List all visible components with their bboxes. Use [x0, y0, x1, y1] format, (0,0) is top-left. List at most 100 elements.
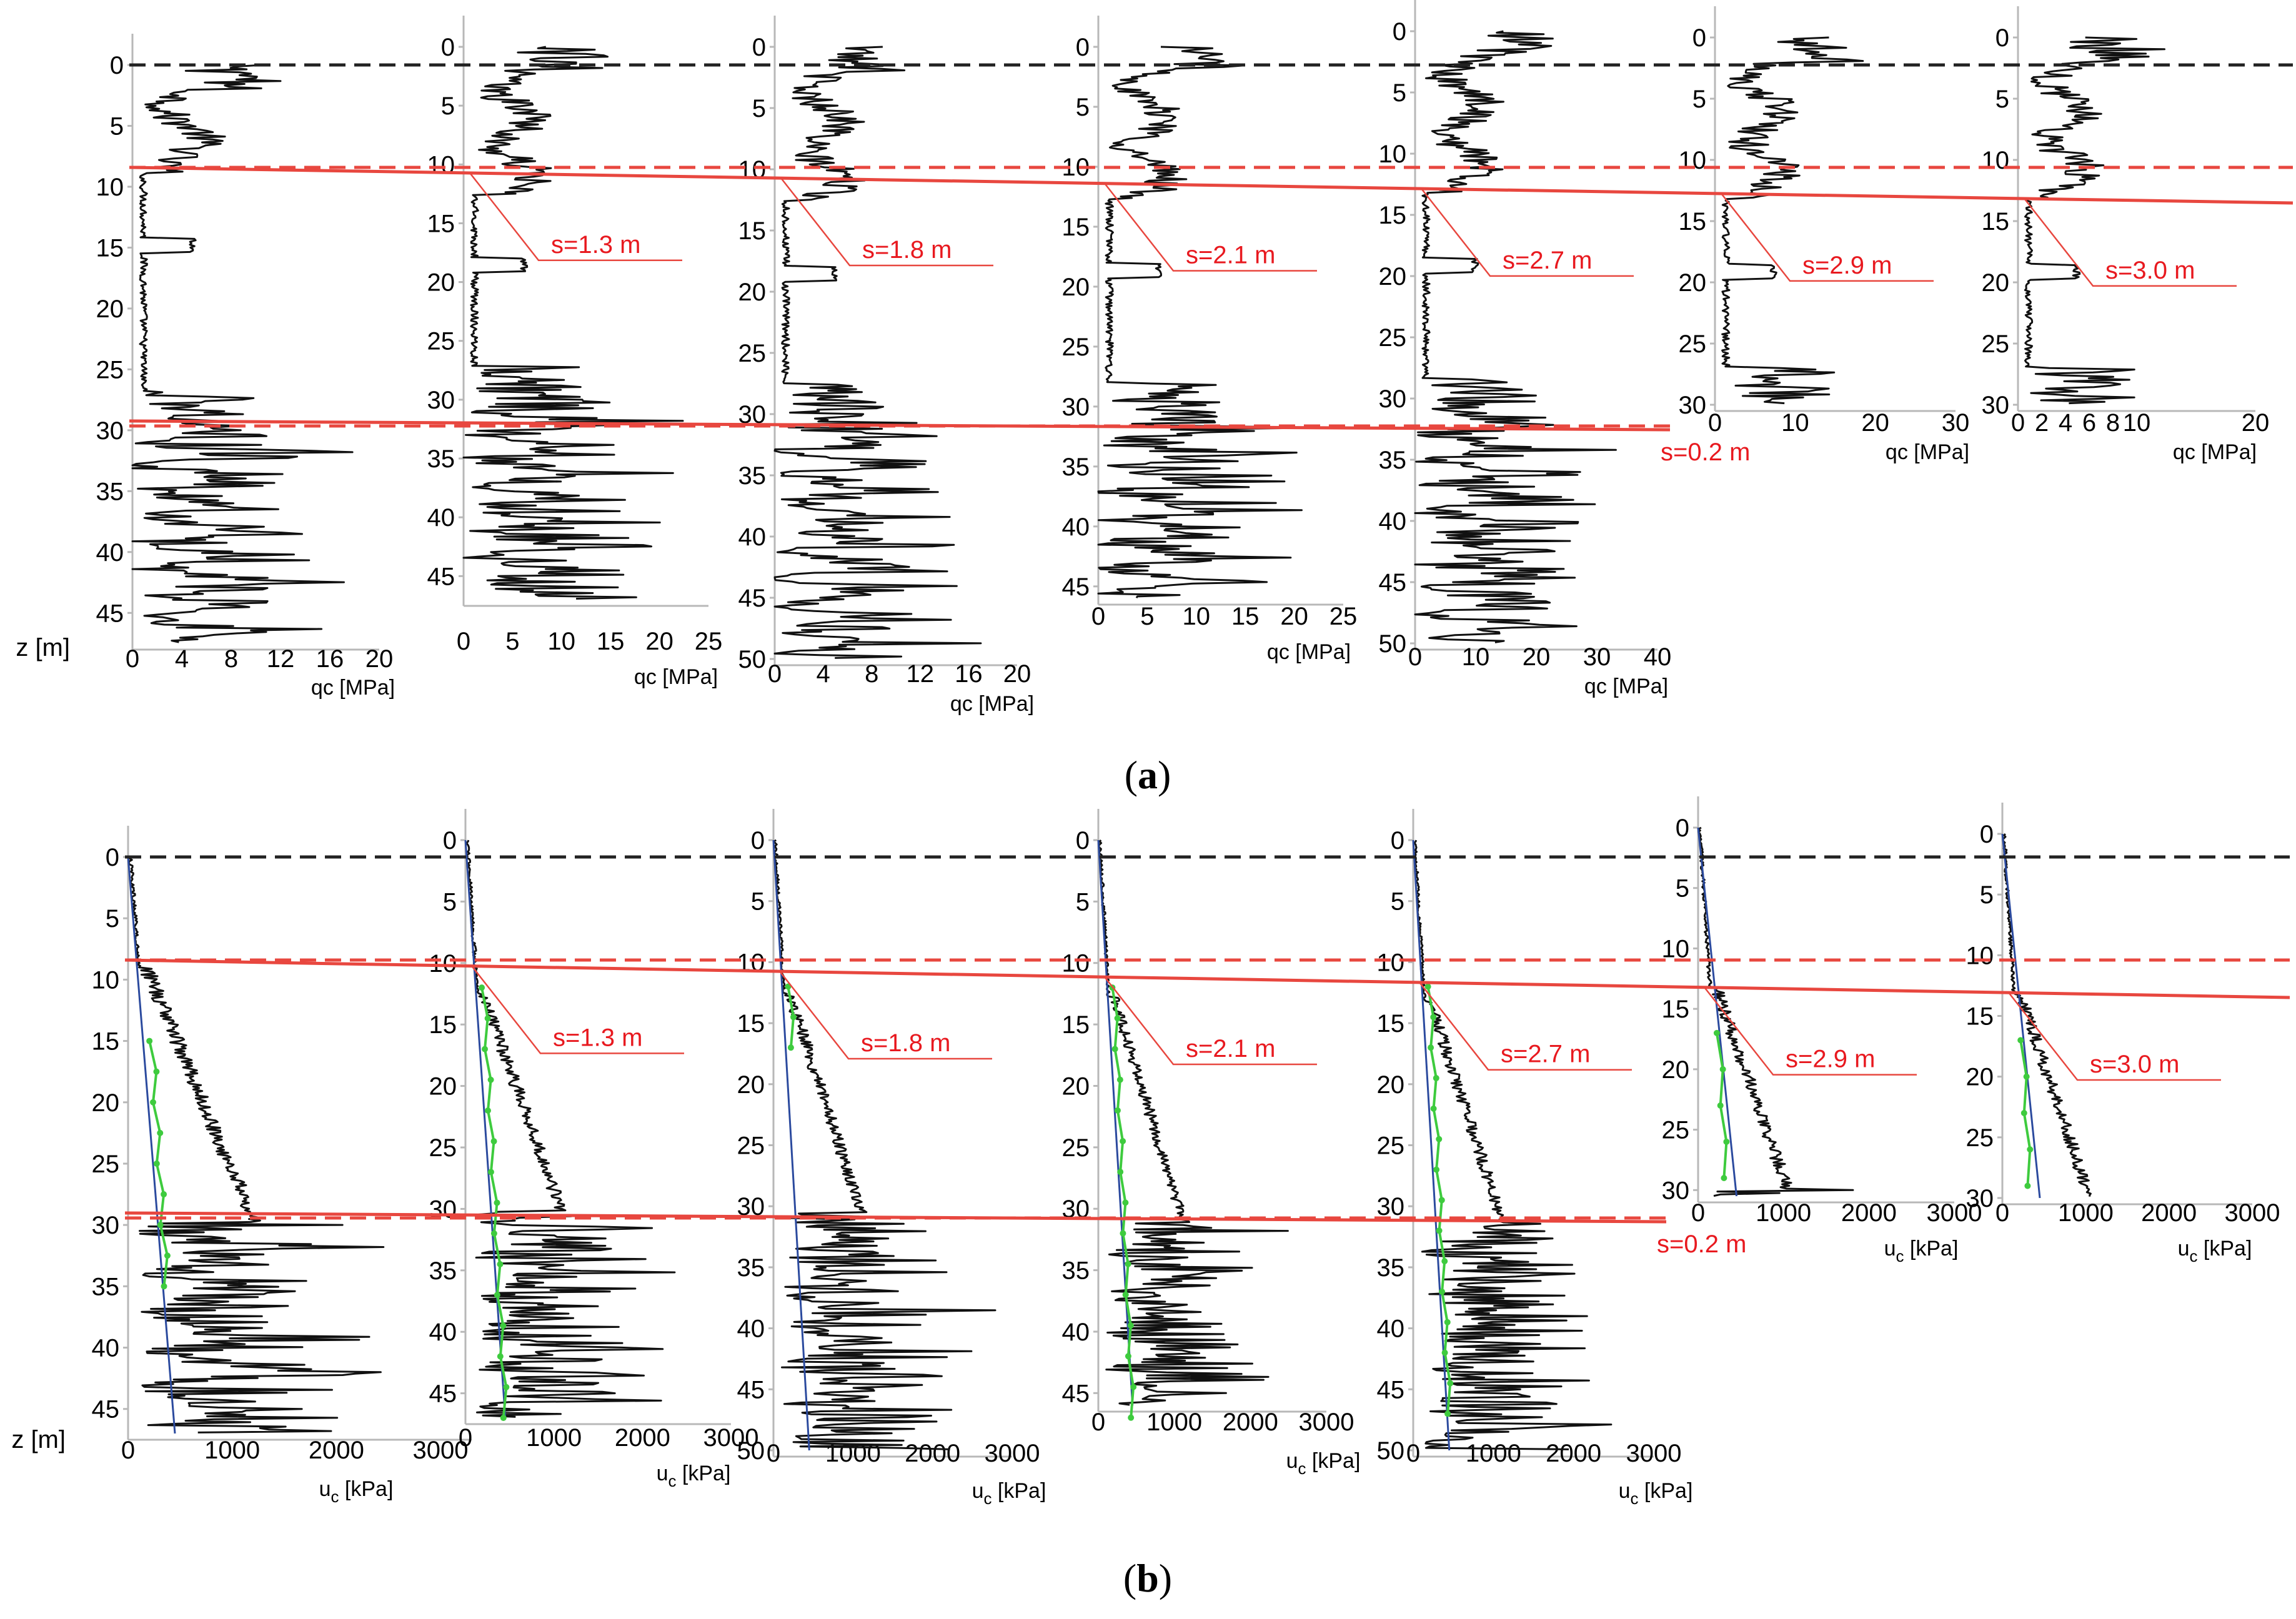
y-tick-label: 0 — [752, 34, 766, 61]
y-tick-label: 15 — [738, 217, 767, 245]
y-tick-label: 45 — [429, 1380, 457, 1408]
y-tick-label: 10 — [429, 950, 457, 978]
y-tick-label: 30 — [1062, 394, 1090, 421]
y-tick-label: 25 — [96, 356, 124, 384]
y-tick-label: 5 — [441, 92, 455, 120]
x-tick-label: 12 — [267, 645, 295, 673]
x-axis-label: qc [MPa] — [311, 676, 395, 700]
settled-clay-top-line — [129, 166, 2294, 205]
measured-trace — [773, 46, 982, 659]
y-tick-label: 50 — [737, 1437, 765, 1465]
pwp-point — [500, 1415, 507, 1421]
x-tick-label: 15 — [597, 628, 625, 655]
x-tick-label: 25 — [695, 628, 723, 655]
y-tick-label: 50 — [738, 646, 767, 673]
settlement-leader — [1421, 188, 1634, 277]
y-tick-label: 20 — [1062, 1072, 1090, 1100]
hydrostatic-line — [464, 839, 507, 1418]
y-tick-label: 5 — [110, 112, 124, 140]
x-tick-label: 0 — [768, 660, 782, 688]
x-tick-label: 8 — [224, 645, 238, 673]
y-tick-label: 10 — [1379, 141, 1407, 168]
settlement-label: s=2.7 m — [1501, 1041, 1590, 1068]
y-tick-label: 35 — [92, 1273, 120, 1300]
x-tick-label: 10 — [2123, 409, 2151, 437]
y-tick-label: 25 — [1062, 334, 1090, 361]
y-tick-label: 0 — [106, 844, 119, 871]
x-tick-label: 0 — [457, 628, 470, 655]
hydrostatic-line — [1412, 839, 1451, 1451]
y-tick-label: 45 — [92, 1396, 120, 1423]
x-tick-label: 1000 — [1756, 1199, 1811, 1227]
y-tick-label: 0 — [443, 827, 457, 854]
x-tick-label: 0 — [2011, 409, 2025, 437]
settlement-leader — [1419, 981, 1632, 1071]
y-tick-label: 20 — [427, 269, 455, 297]
y-tick-label: 40 — [92, 1335, 120, 1362]
y-tick-label: 20 — [1377, 1071, 1405, 1099]
settlement-label: s=2.9 m — [1802, 252, 1892, 279]
y-tick-label: 35 — [737, 1254, 765, 1282]
settlement-leader — [779, 971, 992, 1060]
settlement-label: s=2.1 m — [1186, 1035, 1275, 1062]
y-tick-label: 30 — [96, 417, 124, 445]
measured-trace — [772, 839, 996, 1450]
measured-trace — [131, 64, 354, 643]
y-tick-label: 0 — [441, 34, 455, 61]
x-tick-label: 0 — [1995, 1199, 2009, 1227]
y-tick-label: 25 — [1377, 1132, 1405, 1160]
x-tick-label: 0 — [1091, 603, 1105, 630]
settlement-label: s=3.0 m — [2105, 257, 2195, 284]
measured-trace — [1697, 826, 1854, 1197]
y-tick-label: 15 — [1062, 214, 1090, 241]
y-tick-label: 15 — [1966, 1003, 1994, 1031]
x-tick-label: 16 — [316, 645, 344, 673]
settled-clay-top-line — [124, 958, 2290, 999]
y-tick-label: 30 — [92, 1212, 120, 1239]
y-tick-label: 20 — [1062, 274, 1090, 301]
x-tick-label: 3000 — [1626, 1440, 1682, 1467]
measured-trace — [462, 46, 684, 600]
y-tick-label: 15 — [1982, 208, 2010, 235]
x-tick-label: 3000 — [2225, 1199, 2280, 1227]
x-axis-label: uc [kPa] — [1286, 1449, 1361, 1478]
pwp-line — [1111, 987, 1135, 1418]
x-tick-label: 5 — [1140, 603, 1154, 630]
y-tick-label: 25 — [738, 340, 767, 367]
x-tick-label: 10 — [1781, 409, 1809, 437]
x-tick-label: 0 — [126, 645, 139, 673]
x-tick-label: 2000 — [309, 1437, 364, 1464]
x-tick-label: 20 — [1280, 603, 1308, 630]
y-tick-label: 30 — [1679, 392, 1707, 419]
y-tick-label: 30 — [1662, 1177, 1690, 1204]
x-tick-label: 0 — [121, 1437, 135, 1464]
y-tick-label: 35 — [96, 478, 124, 505]
x-axis-label: qc [MPa] — [1267, 640, 1351, 664]
y-tick-label: 5 — [1076, 888, 1090, 916]
caption-b: (b) — [1123, 1556, 1172, 1600]
x-axis-label: uc [kPa] — [2178, 1237, 2252, 1265]
x-tick-label: 10 — [1183, 603, 1211, 630]
y-tick-label: 20 — [92, 1089, 120, 1117]
x-axis-label: qc [MPa] — [1886, 440, 1969, 464]
x-tick-label: 3000 — [413, 1437, 469, 1464]
settlement-leader — [471, 965, 684, 1054]
pwp-line — [148, 1041, 169, 1287]
y-tick-label: 5 — [752, 95, 766, 122]
y-tick-label: 5 — [443, 888, 457, 916]
x-tick-label: 2 — [2035, 409, 2049, 437]
y-tick-label: 30 — [1982, 392, 2010, 419]
x-tick-label: 0 — [1691, 1199, 1705, 1227]
settlement-label: s=1.8 m — [862, 236, 952, 264]
x-tick-label: 1000 — [2058, 1199, 2114, 1227]
x-tick-label: 3000 — [985, 1440, 1040, 1467]
x-tick-label: 8 — [865, 660, 878, 688]
y-tick-label: 5 — [751, 888, 765, 916]
y-tick-label: 45 — [737, 1376, 765, 1404]
